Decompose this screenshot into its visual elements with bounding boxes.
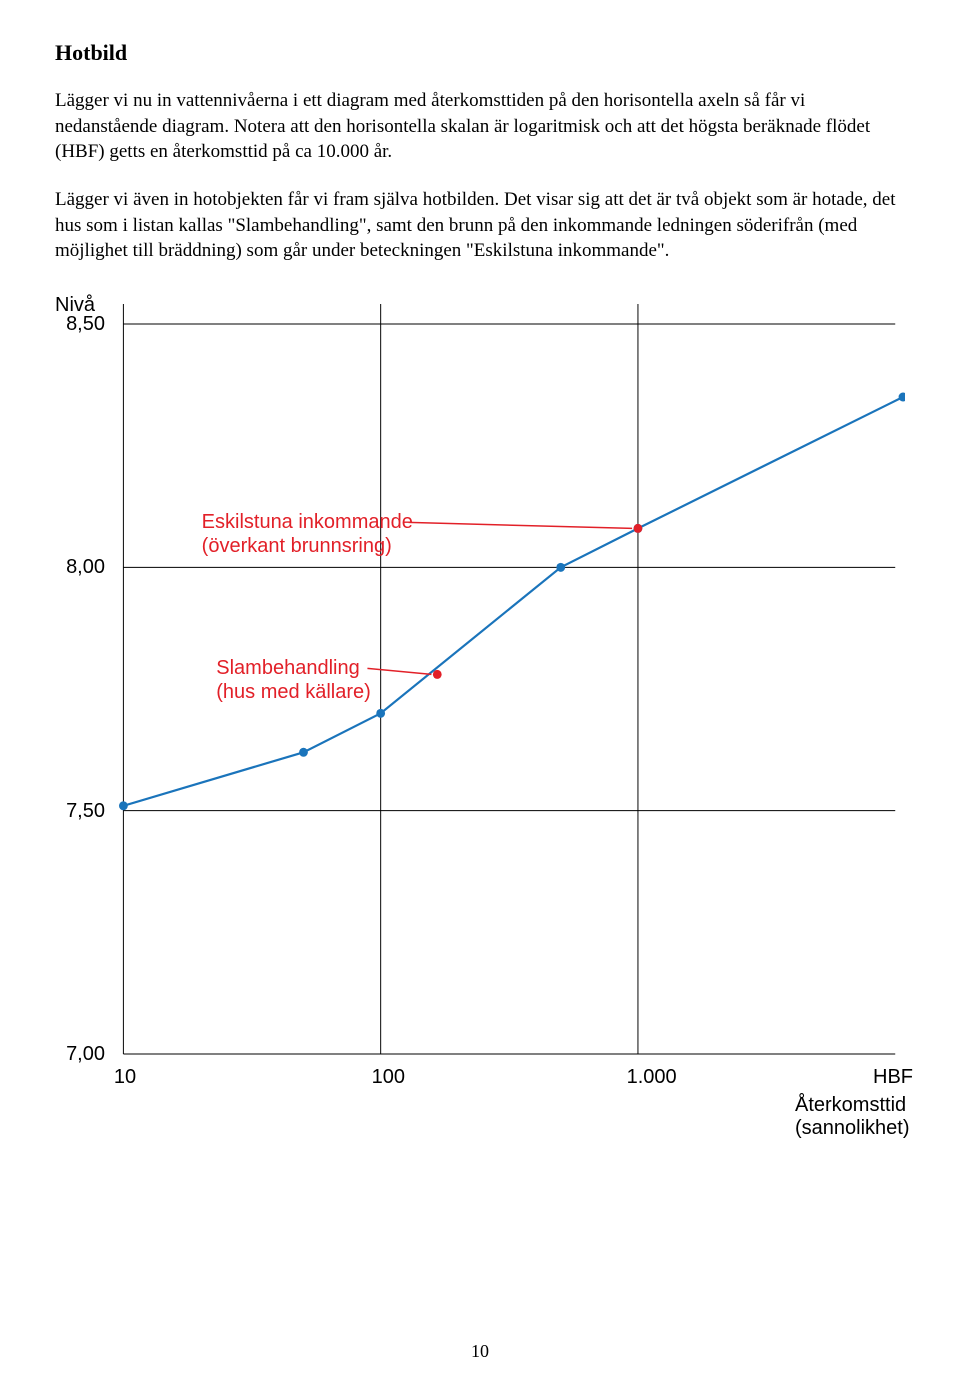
- marker-label-eskilstuna: Eskilstuna inkommande(överkant brunnsrin…: [202, 510, 413, 558]
- marker-label-slambehandling: Slambehandling(hus med källare): [216, 656, 371, 704]
- y-tick-label: 7,00: [55, 1043, 105, 1066]
- y-tick-label: 7,50: [55, 800, 105, 823]
- y-tick-label: 8,50: [55, 313, 105, 336]
- x-axis-title: Återkomsttid(sannolikhet): [795, 1094, 910, 1140]
- x-tick-label: 1.000: [627, 1066, 677, 1089]
- chart-svg: [55, 294, 905, 1154]
- intro-paragraph-1: Lägger vi nu in vattennivåerna i ett dia…: [55, 88, 905, 165]
- page-number: 10: [471, 1341, 489, 1362]
- y-tick-label: 8,00: [55, 556, 105, 579]
- x-axis-unit: HBF: [873, 1066, 913, 1089]
- x-tick-label: 10: [114, 1066, 136, 1089]
- intro-paragraph-2: Lägger vi även in hotobjekten får vi fra…: [55, 187, 905, 264]
- section-heading: Hotbild: [55, 40, 905, 66]
- niva-chart: Eskilstuna inkommande(överkant brunnsrin…: [55, 294, 905, 1154]
- x-tick-label: 100: [372, 1066, 405, 1089]
